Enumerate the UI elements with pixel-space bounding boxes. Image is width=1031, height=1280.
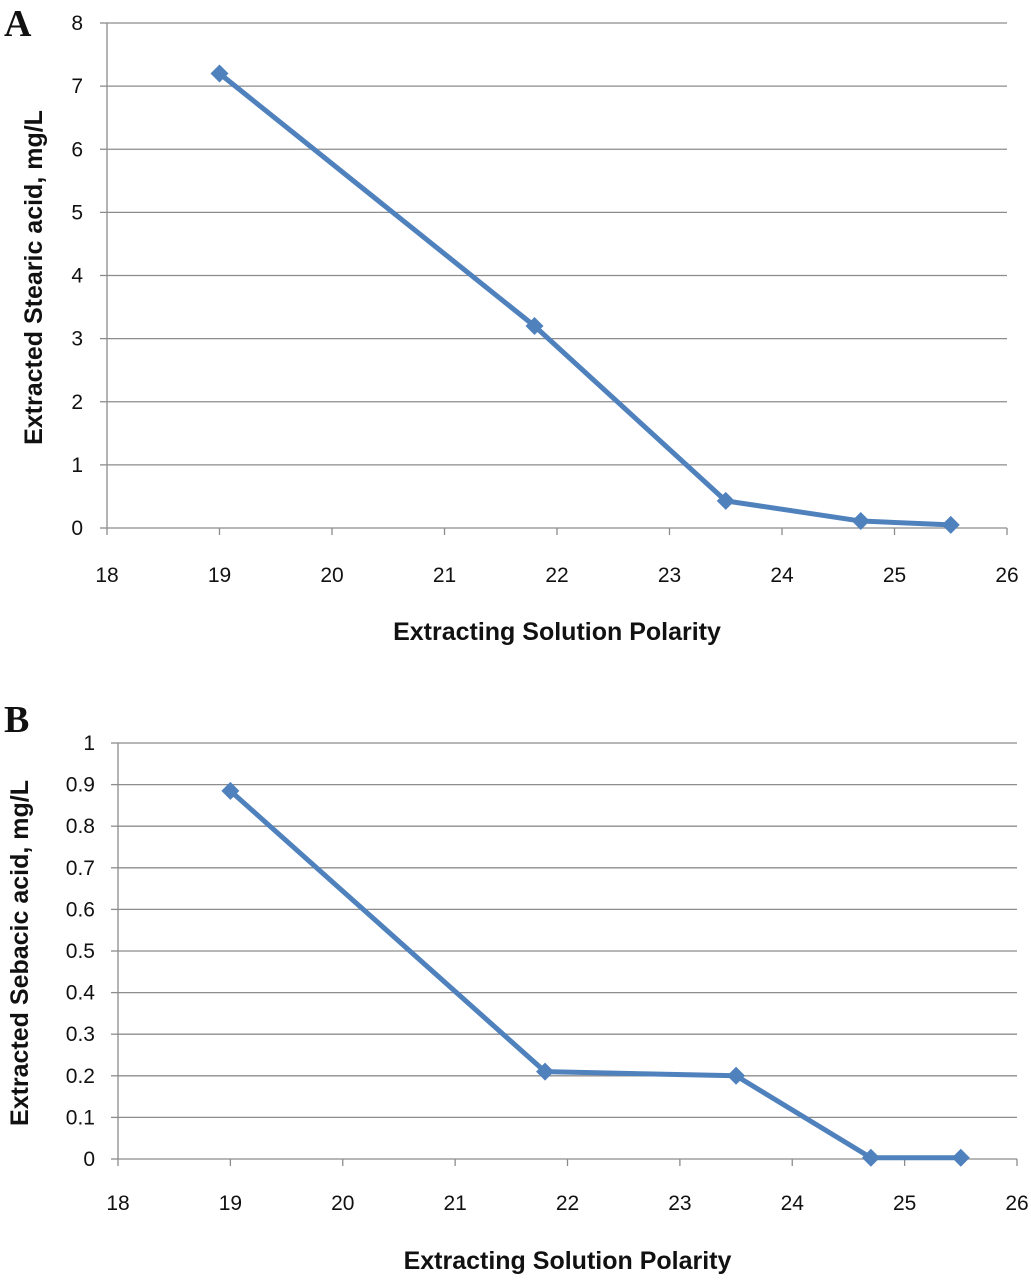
panel-label: B xyxy=(4,699,29,741)
y-axis-title: Extracted Sebacic acid, mg/L xyxy=(6,780,34,1126)
data-point xyxy=(861,1148,880,1167)
y-tick-label: 1 xyxy=(83,732,95,755)
data-point xyxy=(210,64,229,83)
x-tick-label: 18 xyxy=(106,1192,129,1215)
data-point xyxy=(727,1066,746,1085)
x-tick-label: 25 xyxy=(893,1192,916,1215)
data-point xyxy=(536,1062,555,1081)
x-tick-label: 18 xyxy=(95,564,118,587)
data-point xyxy=(941,515,960,534)
y-tick-label: 1 xyxy=(71,454,83,477)
x-axis-title: Extracting Solution Polarity xyxy=(393,618,721,646)
x-axis-title: Extracting Solution Polarity xyxy=(404,1247,732,1275)
data-point xyxy=(221,781,240,800)
x-tick-label: 19 xyxy=(219,1192,242,1215)
y-tick-label: 0.9 xyxy=(66,774,95,797)
data-point xyxy=(525,317,544,335)
y-tick-label: 7 xyxy=(71,75,83,98)
y-tick-label: 0.2 xyxy=(66,1065,95,1088)
y-tick-label: 0.8 xyxy=(66,815,95,838)
y-tick-label: 8 xyxy=(71,12,83,35)
y-tick-label: 2 xyxy=(71,391,83,414)
chart-panel-b: B 0 0.1 0.2 0.3 0.4 0.5 0.6 0.7 0.8 0.9 1 18 19 20 21 22… xyxy=(4,699,1029,1275)
y-axis-title: Extracted Stearic acid, mg/L xyxy=(20,110,48,445)
y-tick-label: 4 xyxy=(71,265,83,288)
y-tick-label: 0.7 xyxy=(66,857,95,880)
y-tick-label: 0 xyxy=(83,1148,95,1171)
panel-label: A xyxy=(4,3,32,45)
y-tick-label: 0.3 xyxy=(66,1023,95,1046)
x-tick-label: 25 xyxy=(883,564,906,587)
data-point xyxy=(951,1148,970,1167)
x-tick-label: 21 xyxy=(443,1192,466,1215)
x-tick-label: 22 xyxy=(556,1192,579,1215)
x-tick-label: 21 xyxy=(433,564,456,587)
x-tick-label: 24 xyxy=(781,1192,805,1215)
y-tick-label: 0.1 xyxy=(66,1106,95,1129)
y-tick-label: 0.5 xyxy=(66,940,95,963)
y-tick-label: 0.6 xyxy=(66,898,95,921)
y-tick-label: 0.4 xyxy=(66,982,96,1005)
data-point xyxy=(851,512,870,531)
y-tick-label: 0 xyxy=(71,517,83,540)
x-tick-label: 23 xyxy=(658,564,681,587)
y-tick-label: 5 xyxy=(71,201,83,224)
series-line xyxy=(217,71,954,528)
x-tick-label: 20 xyxy=(331,1192,354,1215)
data-point xyxy=(716,491,735,510)
x-tick-label: 26 xyxy=(1005,1192,1028,1215)
series-line xyxy=(227,788,964,1161)
x-tick-label: 26 xyxy=(995,564,1018,587)
x-tick-label: 20 xyxy=(320,564,343,587)
x-tick-label: 24 xyxy=(770,564,794,587)
x-tick-label: 23 xyxy=(668,1192,691,1215)
x-tick-label: 22 xyxy=(545,564,568,587)
y-tick-label: 6 xyxy=(71,138,83,161)
y-tick-label: 3 xyxy=(71,328,83,351)
x-tick-label: 19 xyxy=(208,564,231,587)
